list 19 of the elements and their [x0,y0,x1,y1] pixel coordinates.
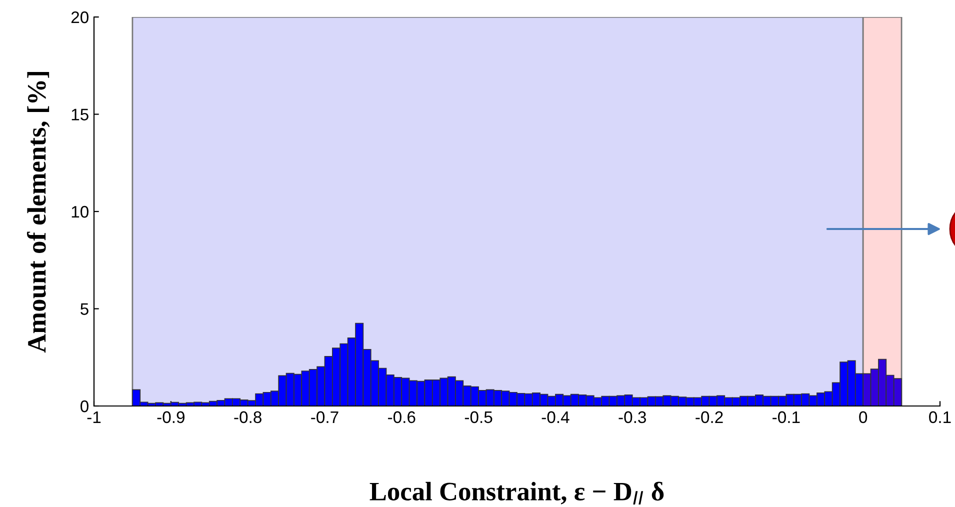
x-tick-label: -0.1 [772,411,800,424]
x-tick-label: -0.5 [464,411,492,424]
x-tick-label: -0.4 [542,411,570,424]
y-tick-label: 5 [80,303,88,315]
y-tick-label: 20 [71,11,88,24]
x-tick-label: -1 [87,411,101,423]
x-tick-label: 0 [859,411,868,424]
y-tick-label: 0 [80,400,88,412]
x-tick-label: -0.2 [696,411,723,424]
x-axis-title: Local Constraint, ε − D$_{II}$ δ [370,482,664,505]
y-tick-label: 10 [72,206,88,218]
x-tick-label: -0.7 [311,411,338,424]
y-tick-label: 15 [72,108,88,120]
x-tick-label: -0.8 [234,411,262,424]
x-tick-label: -0.9 [157,411,184,424]
y-axis-title: Amount of elements, [%] [26,72,50,353]
x-tick-label: -0.3 [618,411,646,424]
x-tick-label: 0.1 [929,411,951,424]
x-tick-label: -0.6 [388,411,416,424]
